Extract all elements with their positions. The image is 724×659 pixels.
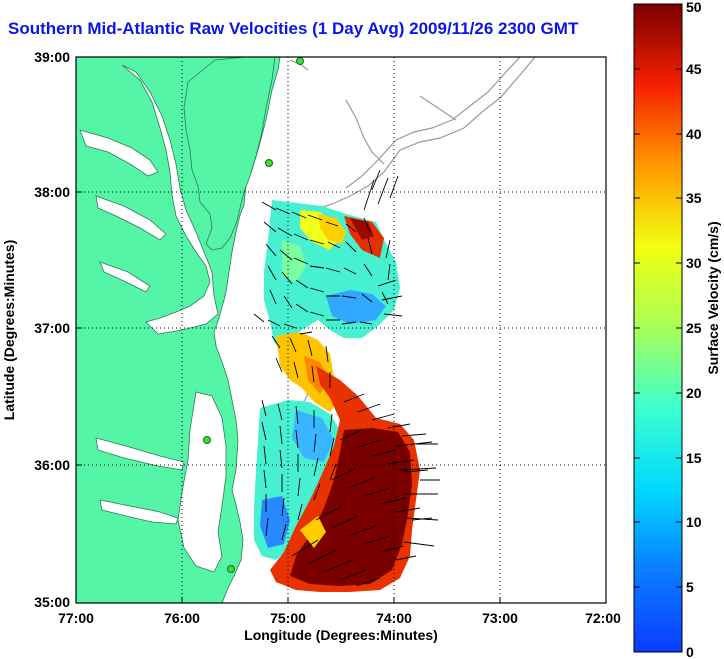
plot-frame (75, 56, 607, 604)
x-tick-label: 72:00 (585, 610, 621, 626)
colorbar-tick-label: 20 (686, 385, 702, 401)
y-tick-labels: 39:00 38:00 37:00 36:00 35:00 (34, 49, 70, 610)
colorbar-tick-label: 45 (686, 61, 702, 77)
radar-station-marker (265, 159, 273, 167)
velocity-patch (282, 240, 306, 282)
bays-and-sounds (79, 64, 227, 573)
tidal-river (99, 499, 179, 525)
tick-marks (76, 191, 501, 603)
x-tick-label: 74:00 (376, 610, 412, 626)
radar-station-marker (203, 436, 211, 444)
velocity-patch (292, 410, 334, 462)
radar-station-marker (227, 565, 235, 573)
map-title: Southern Mid-Atlantic Raw Velocities (1 … (8, 19, 579, 38)
y-tick-label: 37:00 (34, 320, 70, 336)
pamlico-sound (177, 391, 227, 573)
radar-station-marker (296, 57, 304, 65)
y-tick-label: 35:00 (34, 594, 70, 610)
land-delmarva (183, 57, 276, 251)
colorbar-label: Surface Velocity (cm/s) (705, 221, 721, 374)
colorbar-tick-label: 5 (686, 579, 694, 595)
velocity-patch (300, 516, 326, 548)
x-tick-labels: 77:00 76:00 75:00 74:00 73:00 72:00 (58, 610, 621, 626)
velocity-patch (350, 218, 374, 240)
map-grid (76, 57, 606, 603)
tidal-river (79, 129, 159, 177)
colorbar-tick-label: 35 (686, 190, 702, 206)
velocity-patch (326, 290, 386, 324)
velocity-field (254, 200, 420, 592)
colorbar-tick-label: 30 (686, 255, 702, 271)
y-axis-label: Latitude (Degrees:Minutes) (1, 240, 17, 420)
colorbar-scale (633, 3, 683, 653)
colorbar-tick-label: 0 (686, 644, 694, 659)
x-axis-label: Longitude (Degrees:Minutes) (244, 627, 438, 643)
tidal-river (99, 261, 151, 293)
y-tick-label: 36:00 (34, 457, 70, 473)
x-tick-label: 77:00 (58, 610, 94, 626)
y-tick-label: 39:00 (34, 49, 70, 65)
x-tick-label: 73:00 (482, 610, 518, 626)
y-tick-label: 38:00 (34, 184, 70, 200)
velocity-patch (290, 428, 412, 586)
colorbar-tick-label: 50 (686, 0, 702, 15)
colorbar-tick-label: 10 (686, 514, 702, 530)
colorbar-tick-label: 40 (686, 126, 702, 142)
colorbar: 0 5 10 15 20 25 30 35 40 45 50 Surface V… (633, 0, 721, 659)
x-tick-label: 76:00 (164, 610, 200, 626)
x-tick-label: 75:00 (270, 610, 306, 626)
tidal-river (95, 195, 167, 241)
colorbar-tick-label: 25 (686, 320, 702, 336)
velocity-patch (318, 214, 346, 244)
chesapeake-bay (121, 64, 219, 335)
velocity-vectors (253, 169, 440, 587)
colorbar-tick-label: 15 (686, 450, 702, 466)
